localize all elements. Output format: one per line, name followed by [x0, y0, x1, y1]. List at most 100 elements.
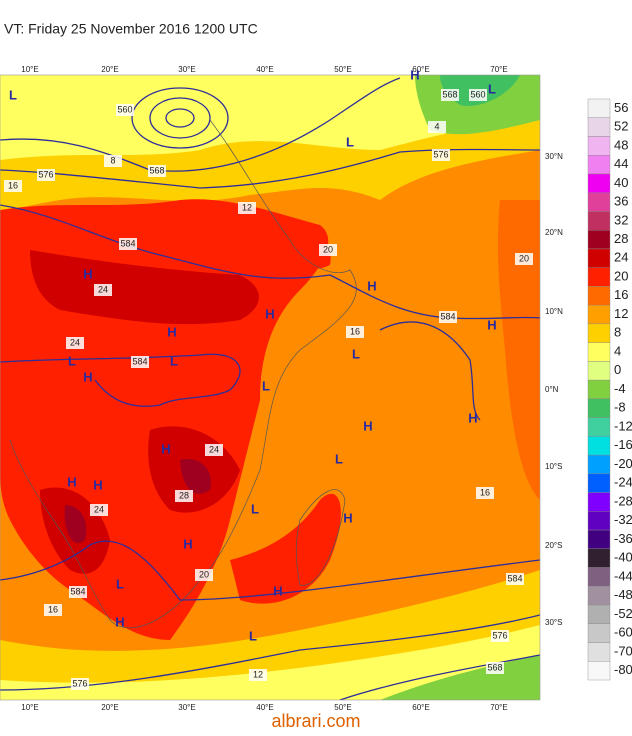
pressure-center: H [115, 614, 124, 629]
contour-label-box [249, 669, 267, 681]
pressure-center: H [363, 418, 372, 433]
longitude-label: 70°E [490, 703, 507, 712]
contour-label-box [486, 662, 504, 674]
map-frame [0, 74, 541, 701]
contour-label-box [476, 487, 494, 499]
contour-label: 24 [70, 337, 80, 347]
pressure-center: L [68, 353, 76, 368]
contour [0, 148, 540, 189]
colorbar-label: -52 [614, 606, 632, 621]
contour-label-box [131, 356, 149, 368]
colorbar-label: 32 [614, 212, 628, 227]
pressure-center: H [410, 67, 419, 82]
colorbar-swatch [587, 417, 611, 437]
contour-label: 20 [519, 253, 529, 263]
pressure-center: L [170, 353, 178, 368]
contour [339, 654, 540, 700]
contour-label: 20 [323, 244, 333, 254]
contour-label: 4 [434, 121, 439, 131]
contour-label-box [515, 253, 533, 265]
colorbar-label: 12 [614, 306, 628, 321]
colorbar-swatch [587, 361, 611, 381]
pressure-center: H [343, 510, 352, 525]
contour-label-box [491, 630, 509, 642]
contour [131, 87, 229, 149]
colorbar-swatch [587, 248, 611, 268]
contour [165, 108, 195, 128]
colorbar-label: 28 [614, 231, 628, 246]
contour-label: 568 [487, 662, 502, 672]
contour-label: 16 [48, 604, 58, 614]
contour-label-box [94, 284, 112, 296]
contour-label: 20 [199, 569, 209, 579]
colorbar-swatch [587, 623, 611, 643]
watermark: albrari.com [271, 711, 360, 731]
field [64, 505, 87, 544]
colorbar-label: 40 [614, 175, 628, 190]
contour-label: 576 [492, 630, 507, 640]
longitude-label: 30°E [178, 65, 195, 74]
longitude-label: 10°E [21, 65, 38, 74]
field [0, 75, 540, 160]
contour-label: 560 [470, 89, 485, 99]
colorbar-swatch [587, 511, 611, 531]
contour-label-box [116, 104, 134, 116]
contour-label: 576 [433, 149, 448, 159]
field [180, 459, 211, 494]
pressure-center: L [251, 501, 259, 516]
colorbar-swatch [587, 304, 611, 325]
latitude-label: 10°N [545, 307, 563, 316]
longitude-label: 60°E [412, 703, 429, 712]
pressure-center: L [346, 134, 354, 149]
colorbar-swatch [587, 454, 611, 475]
longitude-label: 20°E [101, 703, 118, 712]
colorbar-label: 48 [614, 137, 628, 152]
contour-label-box [148, 165, 166, 177]
colorbar-label: -80 [614, 662, 632, 677]
contour-label-box [319, 244, 337, 256]
contour-label: 576 [38, 169, 53, 179]
colorbar-swatch [587, 229, 611, 250]
latitude-label: 0°N [545, 385, 559, 394]
longitude-label: 60°E [412, 65, 429, 74]
colorbar-swatch [587, 323, 611, 343]
longitude-label: 70°E [490, 65, 507, 74]
colorbar-label: -4 [614, 381, 626, 396]
pressure-center: L [335, 451, 343, 466]
colorbar-label: -36 [614, 531, 632, 546]
colorbar-swatch [587, 211, 611, 231]
latitude-label: 10°S [545, 462, 562, 471]
contour-label: 28 [179, 490, 189, 500]
title: VT: Friday 25 November 2016 1200 UTC [4, 21, 258, 37]
colorbar-label: -70 [614, 643, 632, 658]
contour-label-box [44, 604, 62, 616]
contour-label-box [119, 238, 137, 250]
contour-label-box [432, 149, 450, 161]
pressure-center: H [161, 441, 170, 456]
field [230, 493, 341, 604]
colorbar-label: 4 [614, 343, 621, 358]
pressure-center: H [265, 306, 274, 321]
longitude-label: 40°E [256, 65, 273, 74]
pressure-center: H [83, 266, 92, 281]
pressure-center: H [468, 410, 477, 425]
contour-label: 584 [440, 311, 455, 321]
contour-label-box [69, 586, 87, 598]
colorbar-swatch [587, 436, 611, 456]
contour-label: 576 [72, 678, 87, 688]
contour-label-box [441, 89, 459, 101]
longitude-label: 50°E [334, 703, 351, 712]
pressure-center: L [249, 628, 257, 643]
contour-label: 584 [70, 586, 85, 596]
pressure-center: H [367, 278, 376, 293]
longitude-label: 20°E [101, 65, 118, 74]
contour-label: 12 [242, 202, 252, 212]
contour-label-box [469, 89, 487, 101]
contour-label-box [439, 311, 457, 323]
latitude-label: 30°N [545, 152, 563, 161]
colorbar-swatch [587, 567, 611, 587]
colorbar-label: -16 [614, 437, 632, 452]
colorbar-label: -24 [614, 475, 632, 490]
colorbar-label: -28 [614, 493, 632, 508]
